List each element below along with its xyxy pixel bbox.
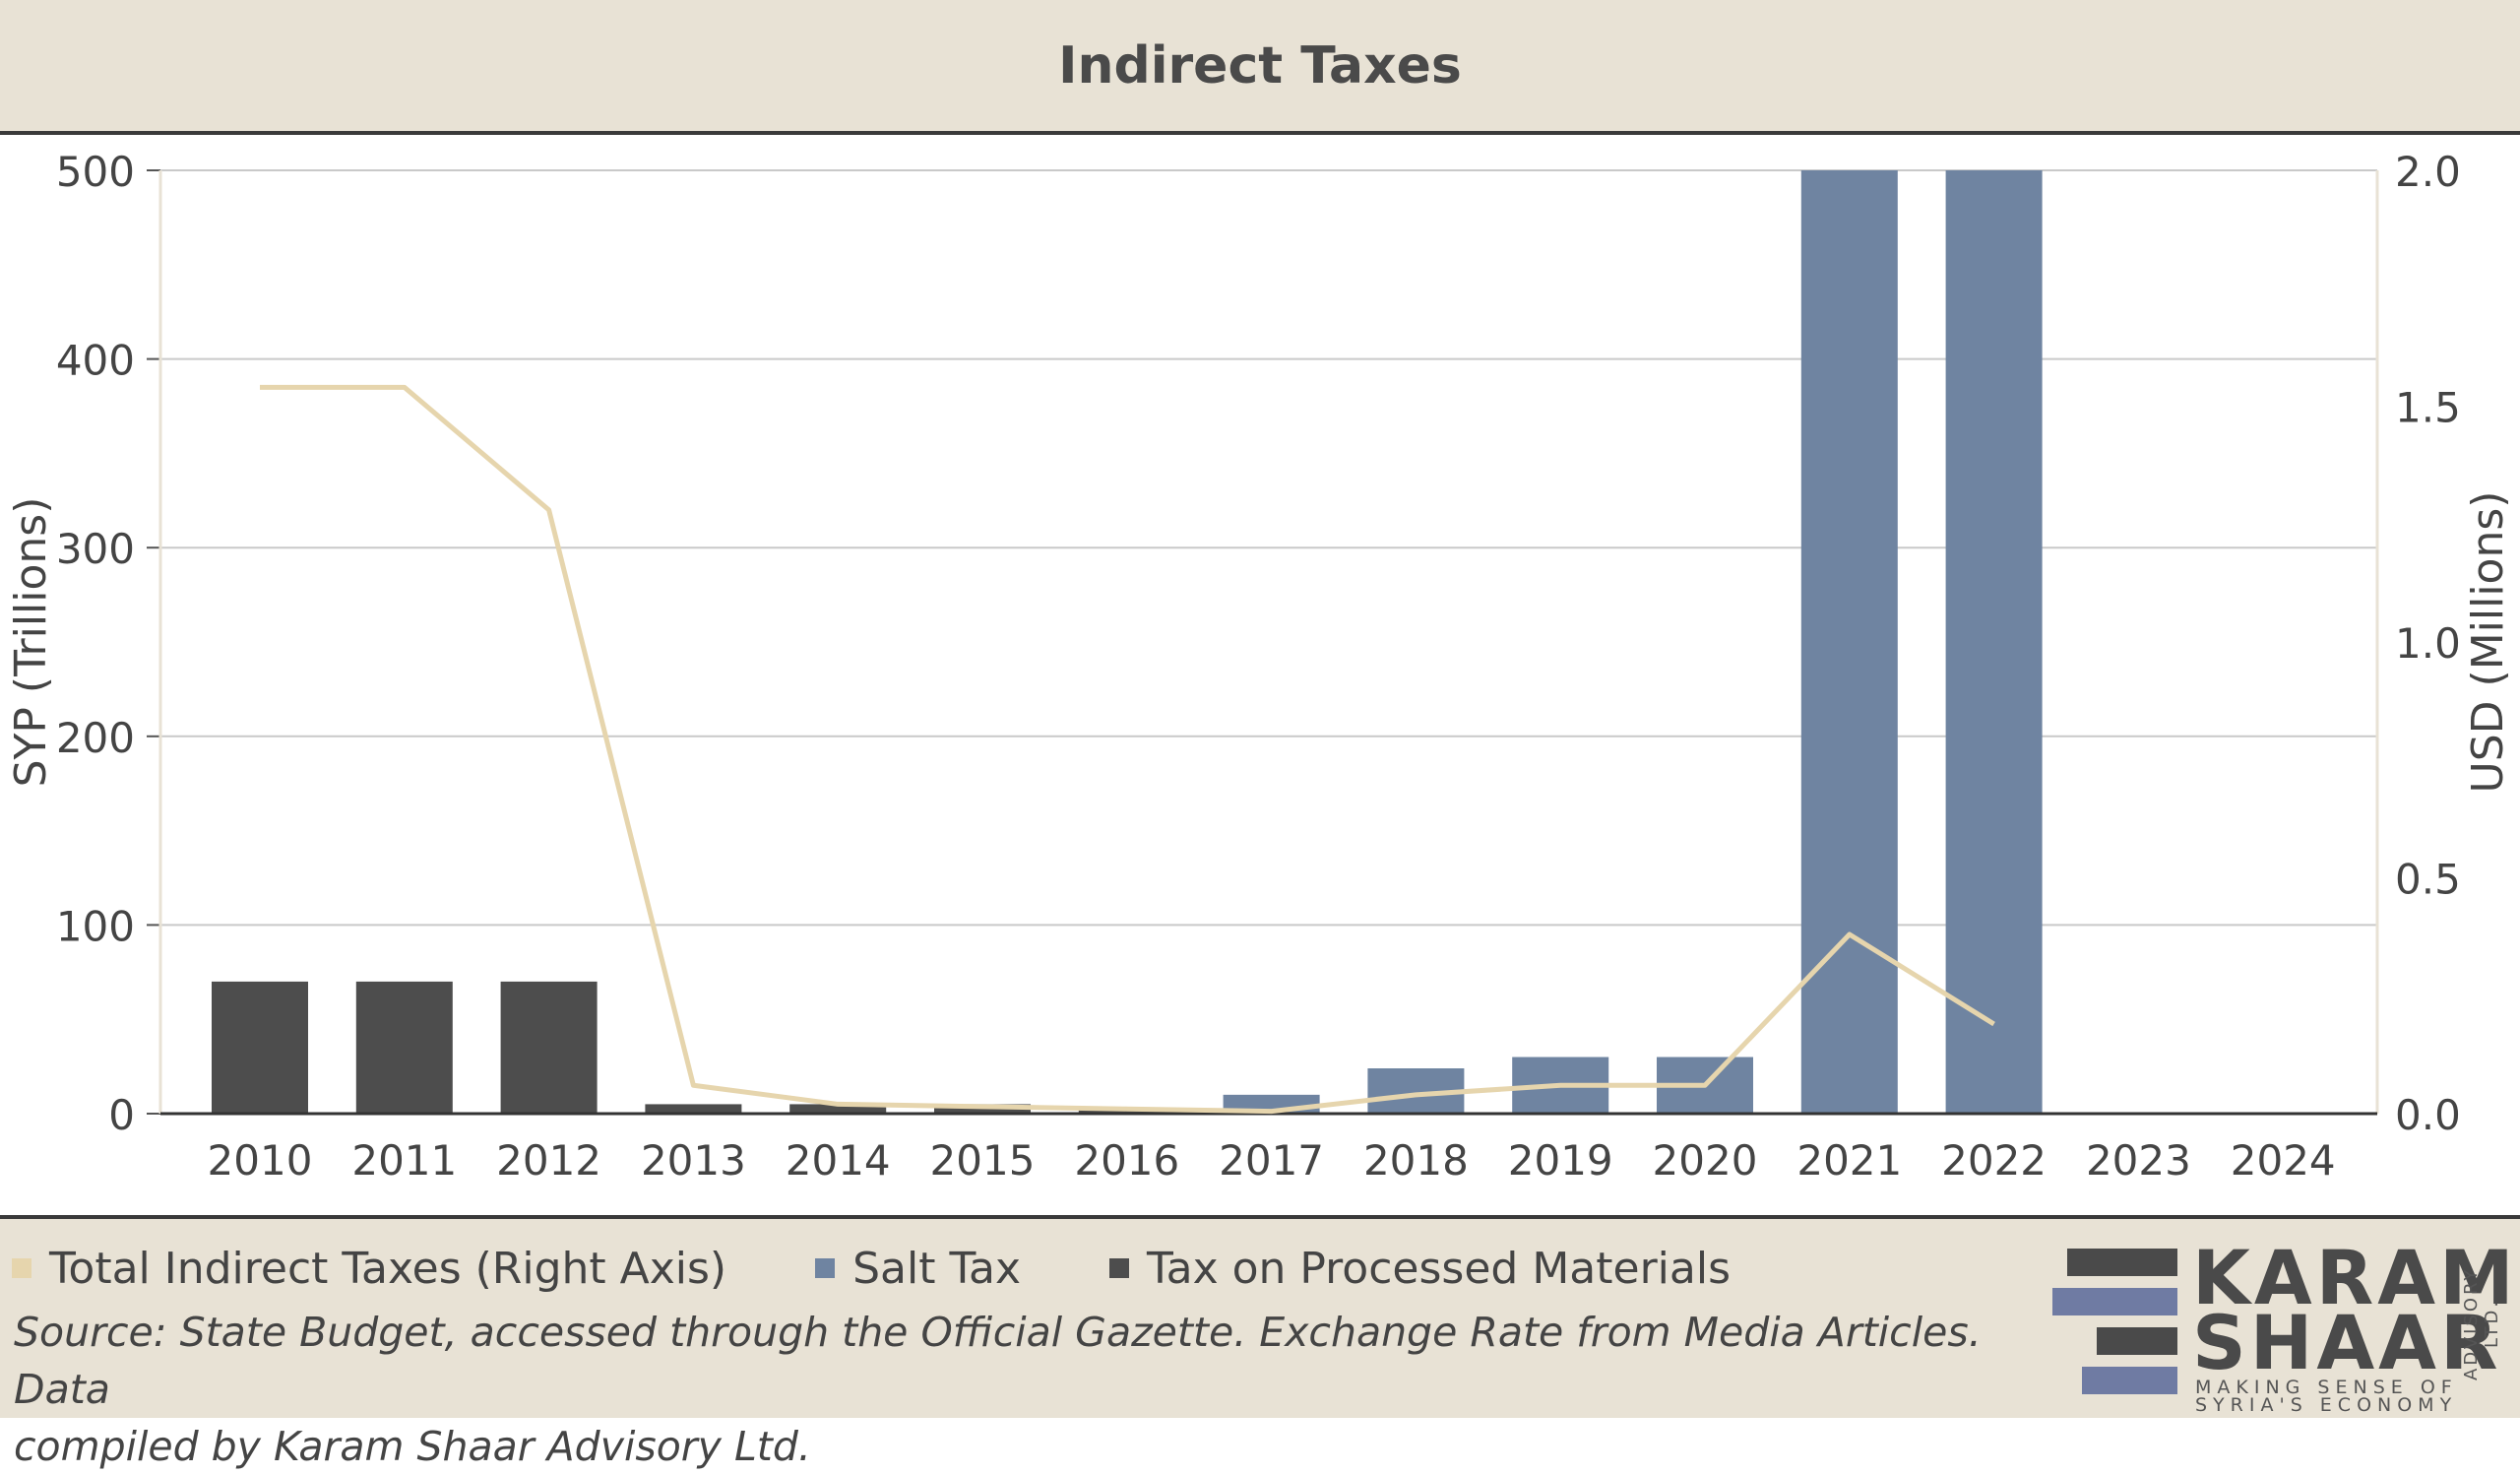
x-tick-label: 2019 xyxy=(1508,1136,1613,1185)
y-axis-title: SYP (Trillions) xyxy=(6,497,56,788)
x-tick-label: 2024 xyxy=(2231,1136,2336,1185)
plot-area: 0 100 200 300 400 500 0.0 0.5 1.0 1.5 2.0 2010 2011 2… xyxy=(0,135,2520,1215)
x-tick-label: 2016 xyxy=(1074,1136,1179,1185)
logo-side-text: ADVISORY LTD. xyxy=(2461,1266,2502,1380)
y-right-tick-label: 1.5 xyxy=(2395,384,2461,432)
legend-item-salt: Salt Tax xyxy=(815,1244,1021,1294)
y-tick-label: 300 xyxy=(56,525,135,573)
logo-bar-2 xyxy=(2052,1288,2177,1315)
y-right-tick-label: 0.5 xyxy=(2395,856,2461,904)
x-tick-label: 2012 xyxy=(496,1136,601,1185)
y-tick-label: 200 xyxy=(56,714,135,762)
chart-svg: 0 100 200 300 400 500 0.0 0.5 1.0 1.5 2.0 2010 2011 2… xyxy=(6,148,2513,1185)
logo-wordmark-line-2: SHAAR xyxy=(2192,1299,2502,1386)
legend-label-total: Total Indirect Taxes (Right Axis) xyxy=(49,1243,727,1294)
x-tick-label: 2017 xyxy=(1219,1136,1324,1185)
legend-label-salt: Salt Tax xyxy=(852,1243,1022,1294)
y-right-axis-title: USD (Millions) xyxy=(2463,491,2513,794)
legend-label-processed: Tax on Processed Materials xyxy=(1147,1243,1731,1294)
x-tick-label: 2018 xyxy=(1363,1136,1469,1185)
y-tick-label: 500 xyxy=(56,148,135,196)
legend-swatch-total xyxy=(12,1258,32,1278)
chart-footer: Total Indirect Taxes (Right Axis) Salt T… xyxy=(0,1215,2520,1470)
bar xyxy=(789,1104,887,1114)
x-tick-label: 2022 xyxy=(1941,1136,2047,1185)
bar xyxy=(1945,170,2043,1114)
source-line-1: Source: State Budget, accessed through t… xyxy=(14,1309,1982,1413)
x-tick-label: 2023 xyxy=(2086,1136,2191,1185)
x-tick-label: 2013 xyxy=(641,1136,746,1185)
bar xyxy=(355,981,453,1114)
y-right-tick-label: 0.0 xyxy=(2395,1091,2461,1139)
logo-tagline-1: MAKING SENSE OF xyxy=(2195,1377,2458,1398)
legend-swatch-salt xyxy=(815,1258,836,1278)
logo-bar-1 xyxy=(2067,1249,2177,1276)
legend-swatch-processed xyxy=(1109,1258,1130,1278)
chart-title: Indirect Taxes xyxy=(1058,35,1462,96)
chart-header: Indirect Taxes xyxy=(0,0,2520,135)
logo-tagline-2: SYRIA'S ECONOMY xyxy=(2195,1394,2458,1416)
x-tick-label: 2010 xyxy=(208,1136,313,1185)
x-tick-label: 2014 xyxy=(786,1136,891,1185)
y-tick-label: 400 xyxy=(56,337,135,385)
total-line xyxy=(260,384,1995,1115)
bar xyxy=(645,1104,742,1114)
legend-item-processed: Tax on Processed Materials xyxy=(1109,1244,1731,1294)
legend: Total Indirect Taxes (Right Axis) Salt T… xyxy=(12,1239,1819,1298)
brand-logo: KARAM SHAAR MAKING SENSE OF SYRIA'S ECON… xyxy=(2043,1241,2514,1415)
logo-bar-3 xyxy=(2097,1327,2177,1355)
legend-item-total: Total Indirect Taxes (Right Axis) xyxy=(12,1244,726,1294)
y-tick-label: 100 xyxy=(56,902,135,950)
x-tick-label: 2021 xyxy=(1796,1136,1902,1185)
source-note: Source: State Budget, accessed through t… xyxy=(14,1304,1983,1475)
y-right-tick-label: 2.0 xyxy=(2395,148,2461,196)
y-tick-label: 0 xyxy=(108,1091,135,1139)
bar xyxy=(212,981,308,1114)
source-line-2: compiled by Karam Shaar Advisory Ltd. xyxy=(14,1423,811,1470)
logo-wordmark-line-1: KARAM xyxy=(2192,1234,2518,1321)
logo-bar-4 xyxy=(2082,1367,2177,1394)
x-tick-label: 2020 xyxy=(1653,1136,1758,1185)
x-tick-label: 2015 xyxy=(930,1136,1036,1185)
x-tick-label: 2011 xyxy=(351,1136,457,1185)
y-right-tick-label: 1.0 xyxy=(2395,619,2461,668)
bar xyxy=(500,981,598,1114)
